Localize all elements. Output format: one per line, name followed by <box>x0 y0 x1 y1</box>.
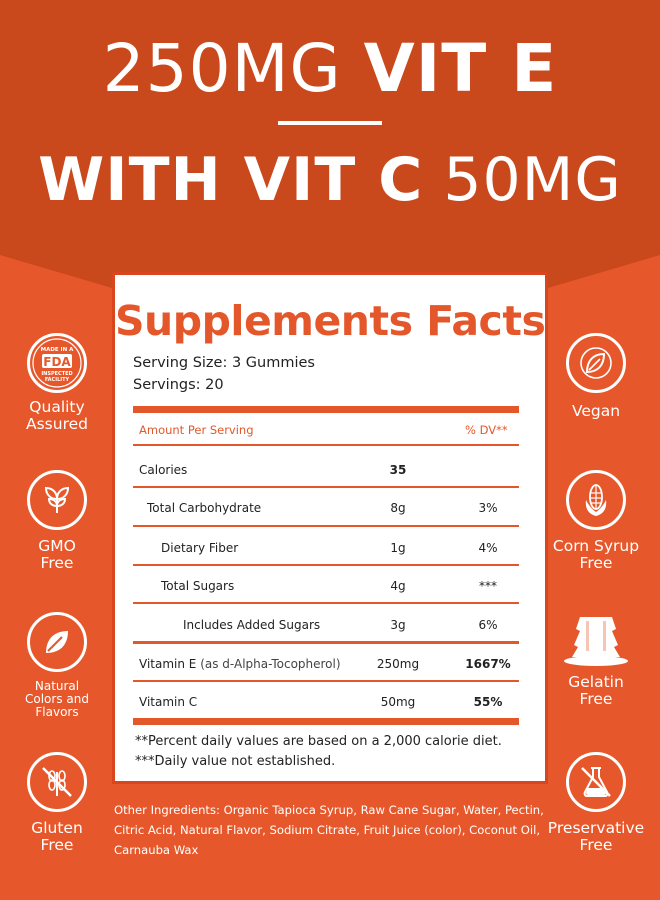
footnote-not-established: ***Daily value not established. <box>135 754 336 769</box>
serving-size-value: 3 Gummies <box>231 355 315 371</box>
vitamin-e-form: (as d-Alpha-Tocopherol) <box>200 657 341 671</box>
row-divider <box>133 564 519 566</box>
row-name-vitamin-c: Vitamin C <box>139 695 198 709</box>
flask-icon <box>566 752 626 812</box>
badge-corn-syrup-free: Corn Syrup Free <box>541 470 651 572</box>
header-daily-value: % DV** <box>465 423 508 437</box>
headline-vit-e: VIT E <box>363 30 558 107</box>
row-dv-total-carbohydrate: 3% <box>478 501 498 515</box>
row-amount-dietary-fiber: 1g <box>390 541 406 555</box>
vitamin-e-name: Vitamin E <box>139 657 197 671</box>
leaf-icon <box>27 612 87 672</box>
row-amount-added-sugars: 3g <box>390 618 406 632</box>
banner-shape <box>0 0 660 288</box>
header-amount-per-serving: Amount Per Serving <box>139 423 254 437</box>
row-dv-vitamin-e: 1667% <box>465 657 511 671</box>
seal-text-facility: FACILITY <box>45 377 70 383</box>
badge-label: Gluten Free <box>31 819 83 854</box>
vegan-leaf-icon <box>566 333 626 393</box>
badge-gmo-free: GMO Free <box>2 470 112 572</box>
headline-line-1: 250MG VIT E <box>0 30 660 108</box>
row-name-vitamin-e: Vitamin E (as d-Alpha-Tocopherol) <box>139 657 341 671</box>
badge-vegan: Vegan <box>541 333 651 420</box>
serving-size-label: Serving Size: <box>133 355 228 371</box>
headline-line-2: WITH VIT C 50MG <box>0 142 660 218</box>
headline-divider <box>278 121 382 125</box>
badge-label: GMO Free <box>38 537 76 572</box>
row-amount-vitamin-e: 250mg <box>376 657 420 671</box>
row-divider <box>133 680 519 682</box>
row-divider <box>133 602 519 604</box>
badge-label: Gelatin Free <box>568 673 624 708</box>
headline-dose-e: 250MG <box>102 30 342 107</box>
badge-gluten-free: Gluten Free <box>2 752 112 854</box>
no-wheat-icon <box>27 752 87 812</box>
row-amount-calories: 35 <box>389 463 407 477</box>
badge-label: Quality Assured <box>26 398 88 433</box>
badge-natural-colors: Natural Colors and Flavors <box>2 612 112 719</box>
row-amount-vitamin-c: 50mg <box>380 695 416 709</box>
facts-bottom-bar <box>133 718 519 725</box>
serving-size: Serving Size: 3 Gummies <box>133 355 315 371</box>
seal-text-inspected: INSPECTED <box>41 371 72 377</box>
supplement-facts-panel: Supplements Facts Serving Size: 3 Gummie… <box>112 272 548 784</box>
sprout-icon <box>27 470 87 530</box>
badge-label: Preservative Free <box>547 819 645 854</box>
row-dv-added-sugars: 6% <box>478 618 498 632</box>
row-divider <box>133 486 519 488</box>
row-amount-total-sugars: 4g <box>390 579 406 593</box>
row-name-total-sugars: Total Sugars <box>161 579 235 593</box>
row-dv-dietary-fiber: 4% <box>478 541 498 555</box>
other-ingredients: Other Ingredients: Organic Tapioca Syrup… <box>114 803 544 857</box>
badge-label: Corn Syrup Free <box>552 537 640 572</box>
row-divider <box>133 525 519 527</box>
badge-gelatin-free: Gelatin Free <box>541 608 651 708</box>
seal-text-made: MADE IN A <box>41 347 75 353</box>
fda-seal-icon: MADE IN A FDA INSPECTED FACILITY <box>27 333 87 393</box>
row-amount-total-carbohydrate: 8g <box>390 501 406 515</box>
headline-with-vit-c: WITH VIT C <box>38 145 424 215</box>
row-name-total-carbohydrate: Total Carbohydrate <box>147 501 262 515</box>
badge-preservative-free: Preservative Free <box>541 752 651 854</box>
badge-quality-assured: MADE IN A FDA INSPECTED FACILITY Quality… <box>2 333 112 433</box>
headline-banner: 250MG VIT E WITH VIT C 50MG <box>0 0 660 300</box>
headline-dose-c: 50MG <box>443 145 622 215</box>
row-name-added-sugars: Includes Added Sugars <box>183 618 321 632</box>
footnote-daily-values: **Percent daily values are based on a 2,… <box>135 734 502 749</box>
row-dv-total-sugars: *** <box>479 579 497 593</box>
row-dv-vitamin-c: 55% <box>473 695 503 709</box>
row-divider-bold <box>133 641 519 644</box>
badge-label: Natural Colors and Flavors <box>25 679 89 719</box>
row-name-calories: Calories <box>139 463 188 477</box>
servings-label: Servings: <box>133 377 201 393</box>
servings: Servings: 20 <box>133 377 224 393</box>
gelatin-icon <box>561 608 631 668</box>
row-name-dietary-fiber: Dietary Fiber <box>161 541 239 555</box>
servings-value: 20 <box>205 377 224 393</box>
badge-label: Vegan <box>571 402 621 420</box>
seal-text-fda: FDA <box>43 355 71 369</box>
corn-icon <box>566 470 626 530</box>
facts-top-bar <box>133 406 519 413</box>
row-divider <box>133 444 519 446</box>
facts-title: Supplements Facts <box>115 297 546 345</box>
